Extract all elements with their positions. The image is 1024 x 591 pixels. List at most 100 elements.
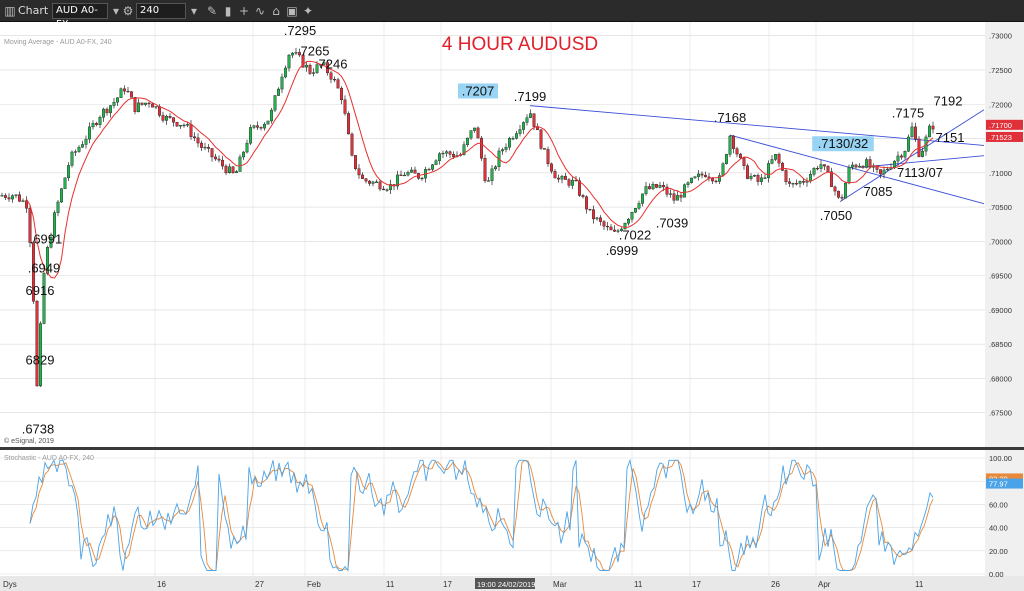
candle [588, 208, 592, 212]
symbol-input[interactable]: AUD A0-FX [52, 3, 108, 30]
candle-body [781, 162, 785, 171]
candle-body [206, 146, 210, 149]
candle [294, 47, 298, 55]
oscillator-panel-bg [0, 450, 985, 576]
annotation-label: .6999 [606, 243, 639, 258]
candle [644, 181, 648, 196]
candle [630, 211, 634, 223]
candle [620, 227, 624, 232]
candle-body [227, 166, 231, 174]
candle-body [329, 72, 333, 80]
candle-body [595, 217, 599, 220]
candle [371, 180, 375, 187]
tag-icon[interactable]: ⌂ [272, 4, 280, 18]
candle [98, 115, 102, 128]
candle-body [812, 168, 816, 175]
candle-body [613, 229, 617, 232]
twitter-icon[interactable]: ✦ [302, 4, 314, 18]
candle-body [606, 225, 610, 228]
candle [403, 172, 407, 177]
candle-body [378, 181, 382, 190]
candle-body [718, 175, 722, 182]
candle-body [178, 124, 182, 127]
candle-body [868, 159, 872, 168]
candle-body [143, 102, 147, 105]
candle [448, 150, 452, 159]
candle [438, 152, 442, 165]
candle [861, 165, 865, 169]
candle-body [896, 155, 900, 162]
candle [592, 205, 596, 224]
candle-body [192, 136, 196, 139]
candle-body [879, 169, 883, 175]
draw-icon[interactable]: ✎ [206, 4, 218, 18]
time-tick-label: 11 [634, 580, 643, 589]
candle-body [375, 181, 379, 183]
candle-body [532, 113, 536, 127]
annotation-label: 7151 [936, 130, 965, 145]
candle [308, 63, 312, 76]
save-icon[interactable]: ▣ [286, 4, 298, 18]
candle [329, 70, 333, 84]
candle-body [347, 113, 351, 135]
candle [119, 87, 123, 98]
candle [655, 183, 659, 189]
interval-dropdown-icon[interactable]: ▾ [190, 4, 198, 18]
dropdown-icon[interactable]: ▾ [112, 4, 120, 18]
candle [585, 195, 589, 214]
candle-body [865, 159, 869, 168]
candle [788, 178, 792, 188]
candle [122, 85, 126, 95]
candle [220, 155, 224, 170]
candle [175, 121, 179, 127]
candle-body [175, 122, 179, 127]
candle-body [651, 183, 655, 190]
candle [133, 97, 137, 115]
candle [921, 147, 925, 158]
annotation-label: 6829 [26, 352, 55, 367]
candle-body [746, 165, 750, 179]
candle [259, 126, 263, 131]
candle [280, 73, 284, 94]
candle-body [343, 99, 347, 114]
candle-body [431, 164, 435, 170]
candle-body [189, 124, 193, 137]
candle [770, 154, 774, 165]
studies-icon[interactable]: ∿ [254, 4, 266, 18]
candle [557, 174, 561, 183]
candle-body [434, 160, 438, 165]
annotation-label: .7050 [820, 208, 853, 223]
candle-body [553, 171, 557, 179]
interval-input[interactable]: 240 [136, 3, 186, 19]
candle-body [410, 169, 414, 173]
price-tick-label: .71000 [989, 169, 1012, 178]
candle-body [546, 149, 550, 165]
candle [609, 224, 613, 231]
candle-body [10, 195, 14, 200]
candle [60, 188, 64, 204]
candle-body [543, 148, 547, 150]
candle-body [273, 95, 277, 111]
candle-body [25, 200, 29, 209]
bar-style-icon[interactable]: ▮ [224, 4, 232, 18]
candle-body [564, 175, 568, 180]
candle [182, 123, 186, 128]
candle-body [669, 193, 673, 195]
candle [728, 134, 732, 158]
candle-body [350, 133, 354, 156]
candle [777, 152, 781, 168]
candle [900, 153, 904, 160]
candle-body [49, 236, 53, 248]
candle-body [357, 168, 361, 176]
candle-body [679, 195, 683, 198]
candle-body [641, 193, 645, 204]
candle-body [14, 194, 18, 196]
candle [0, 192, 4, 197]
candle-body [217, 158, 221, 161]
candle-body [525, 117, 529, 123]
plus-icon[interactable]: + [238, 4, 250, 18]
settings-icon[interactable]: ⚙ [122, 4, 134, 18]
candle-body [637, 203, 641, 209]
candle [826, 165, 830, 173]
